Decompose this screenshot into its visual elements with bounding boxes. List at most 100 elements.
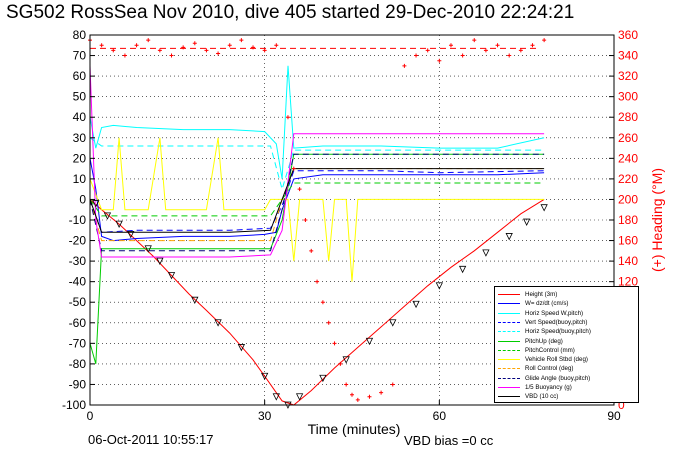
- legend-swatch: [498, 331, 520, 333]
- heading-point: [332, 341, 337, 346]
- heading-point: [122, 53, 127, 58]
- bottom-tick-label: 0: [87, 409, 94, 423]
- right-tick-label: 320: [618, 69, 638, 83]
- height-marker: [237, 344, 246, 352]
- timestamp: 06-Oct-2011 10:55:17: [88, 432, 214, 447]
- height-marker: [295, 393, 304, 401]
- right-tick-label: 200: [618, 192, 638, 206]
- left-tick-label: 40: [73, 110, 87, 124]
- heading-points: [88, 38, 547, 402]
- right-tick-label: 340: [618, 49, 638, 63]
- series-line-7: [89, 137, 545, 282]
- heading-point: [297, 187, 302, 192]
- right-tick-label: 220: [618, 172, 638, 186]
- heading-point: [518, 48, 523, 53]
- legend-label: 1/5 Buoyancy (g): [525, 384, 572, 391]
- height-marker: [482, 249, 490, 257]
- series-line-1: [89, 158, 545, 242]
- height-marker: [540, 204, 548, 212]
- heading-point: [472, 38, 477, 43]
- height-marker: [191, 296, 199, 305]
- height-marker: [365, 337, 374, 346]
- series-line-9: [89, 153, 545, 252]
- heading-point: [99, 43, 104, 48]
- height-markers: [92, 200, 548, 409]
- heading-point: [437, 58, 442, 63]
- heading-point: [355, 397, 360, 402]
- left-tick-label: 70: [73, 49, 87, 63]
- left-tick-label: 0: [79, 192, 86, 206]
- legend-label: Horiz Speed(buoy,pitch): [525, 328, 591, 336]
- heading-point: [448, 43, 453, 48]
- legend-label: PitchControl (mm): [525, 346, 575, 354]
- left-tick-label: 10: [73, 172, 87, 186]
- left-tick-label: 30: [73, 131, 87, 145]
- height-marker: [458, 265, 467, 274]
- right-tick-label: 360: [618, 28, 638, 42]
- heading-point: [390, 382, 395, 387]
- height-marker: [342, 356, 350, 364]
- bottom-tick-label: 30: [258, 409, 272, 423]
- height-marker: [261, 372, 269, 381]
- legend-label: Height (3m): [525, 291, 558, 298]
- heading-point: [262, 48, 267, 53]
- legend-swatch: [498, 349, 520, 351]
- left-tick-label: 60: [73, 69, 87, 83]
- right-tick-label: 300: [618, 90, 638, 104]
- heading-point: [402, 63, 407, 68]
- legend-entry: Glide Angle (buoy,pitch): [495, 374, 638, 383]
- left-tick-label: -50: [69, 295, 87, 309]
- left-tick-label: 20: [73, 151, 87, 165]
- legend-entry: VBD (10 cc): [495, 392, 638, 401]
- heading-point: [414, 53, 419, 58]
- left-tick-label: -80: [69, 357, 87, 371]
- right-tick-label: 180: [618, 213, 638, 227]
- height-marker: [144, 245, 152, 253]
- right-tick-label: 280: [618, 110, 638, 124]
- legend-label: Vert Speed(buoy,pitch): [525, 318, 588, 326]
- legend-swatch: [498, 377, 520, 379]
- height-marker: [412, 300, 420, 309]
- left-tick-label: -100: [62, 398, 86, 412]
- legend-entry: PitchControl (mm): [495, 346, 638, 355]
- series-line-6: [89, 182, 545, 217]
- heading-point: [204, 48, 209, 53]
- legend-entry: W= dz/dt (cm/s): [495, 299, 638, 308]
- left-axis-ticks: 80 70 60 50 40 30 20 10 0 -10 -20 -30 -40 -50 -60 -70 -8…: [62, 28, 95, 412]
- heading-point: [192, 41, 197, 46]
- height-marker: [115, 220, 123, 229]
- heading-point: [320, 300, 325, 305]
- heading-point: [379, 390, 384, 395]
- heading-point: [338, 361, 343, 366]
- heading-point: [367, 394, 372, 399]
- heading-point: [239, 38, 244, 43]
- bottom-tick-label: 90: [607, 409, 621, 423]
- left-tick-label: -70: [69, 336, 87, 350]
- height-marker: [505, 233, 513, 241]
- left-tick-label: -60: [69, 316, 87, 330]
- left-tick-label: -20: [69, 234, 87, 248]
- right-tick-label: 260: [618, 131, 638, 145]
- heading-point: [291, 166, 296, 171]
- legend-label: W= dz/dt (cm/s): [525, 300, 569, 308]
- series-lines: [89, 65, 545, 406]
- heading-point: [425, 48, 430, 53]
- legend-entry: Vert Speed(buoy,pitch): [495, 318, 638, 327]
- heading-point: [274, 43, 279, 48]
- legend-entry: 1/5 Buoyancy (g): [495, 383, 638, 392]
- legend-swatch: [498, 368, 520, 370]
- heading-point: [507, 53, 512, 58]
- legend-label: Roll Control (deg): [525, 365, 574, 373]
- height-marker: [435, 282, 443, 290]
- right-tick-label: 0: [618, 398, 625, 412]
- legend: Height (3m) W= dz/dt (cm/s) Horiz Speed W,…: [494, 286, 639, 403]
- height-marker: [214, 319, 222, 327]
- heading-point: [344, 382, 349, 387]
- series-line-8: [89, 168, 545, 242]
- heading-point: [530, 43, 535, 48]
- height-marker: [272, 393, 280, 401]
- height-marker: [319, 374, 327, 383]
- bottom-axis-ticks: 0 30 60 90: [87, 400, 621, 423]
- left-tick-label: -10: [69, 213, 87, 227]
- vbd-bias: VBD bias =0 cc: [404, 433, 494, 448]
